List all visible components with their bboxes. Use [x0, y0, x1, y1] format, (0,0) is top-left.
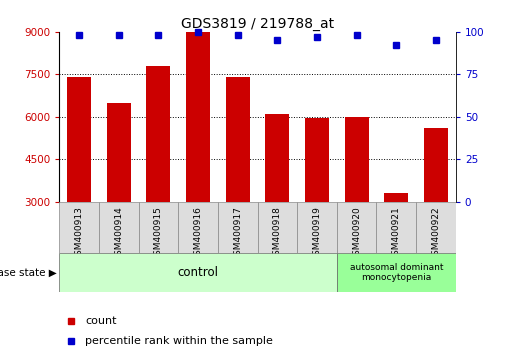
Bar	[424, 128, 448, 202]
Text: percentile rank within the sample: percentile rank within the sample	[85, 336, 273, 346]
Bar	[139, 202, 178, 253]
Bar	[146, 66, 170, 202]
Text: control: control	[178, 266, 218, 279]
Text: GSM400920: GSM400920	[352, 206, 361, 261]
Bar	[384, 193, 408, 202]
Bar	[337, 253, 456, 292]
Text: GSM400917: GSM400917	[233, 206, 242, 261]
Title: GDS3819 / 219788_at: GDS3819 / 219788_at	[181, 17, 334, 31]
Bar	[178, 202, 218, 253]
Text: GSM400921: GSM400921	[392, 206, 401, 261]
Text: GSM400914: GSM400914	[114, 206, 123, 261]
Text: GSM400922: GSM400922	[432, 206, 440, 261]
Text: count: count	[85, 316, 116, 326]
Text: GSM400916: GSM400916	[194, 206, 202, 261]
Text: GSM400918: GSM400918	[273, 206, 282, 261]
Bar	[337, 202, 376, 253]
Bar	[107, 103, 131, 202]
Bar	[297, 202, 337, 253]
Text: autosomal dominant
monocytopenia: autosomal dominant monocytopenia	[350, 263, 443, 282]
Bar	[218, 202, 258, 253]
Bar	[67, 77, 91, 202]
Bar	[186, 32, 210, 202]
Text: disease state ▶: disease state ▶	[0, 268, 57, 278]
Bar	[99, 202, 139, 253]
Bar	[226, 77, 250, 202]
Bar	[265, 114, 289, 202]
Bar	[258, 202, 297, 253]
Bar	[345, 117, 369, 202]
Bar	[376, 202, 416, 253]
Text: GSM400915: GSM400915	[154, 206, 163, 261]
Bar	[305, 118, 329, 202]
Text: GSM400919: GSM400919	[313, 206, 321, 261]
Bar	[416, 202, 456, 253]
Bar	[59, 202, 99, 253]
Text: GSM400913: GSM400913	[75, 206, 83, 261]
Bar	[59, 253, 337, 292]
